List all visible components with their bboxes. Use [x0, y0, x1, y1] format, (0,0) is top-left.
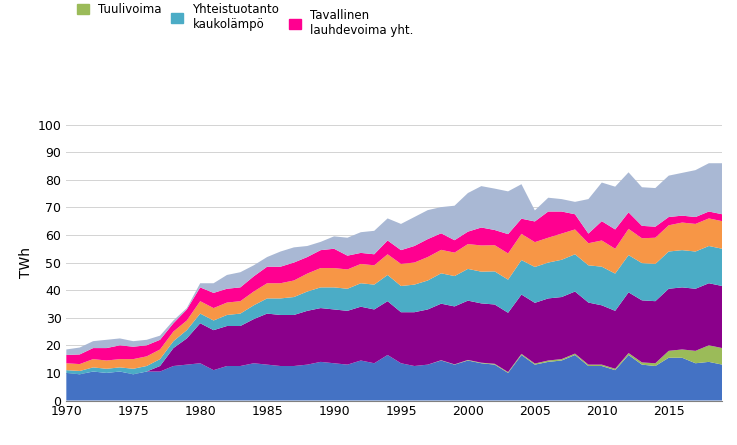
Y-axis label: TWh: TWh [19, 247, 33, 278]
Legend: Vesivoima, Tuulivoima, Ydinvoima, Yhteistuotanto
kaukolämpö, Yhteistuotanto,
teo: Vesivoima, Tuulivoima, Ydinvoima, Yhteis… [72, 0, 517, 42]
